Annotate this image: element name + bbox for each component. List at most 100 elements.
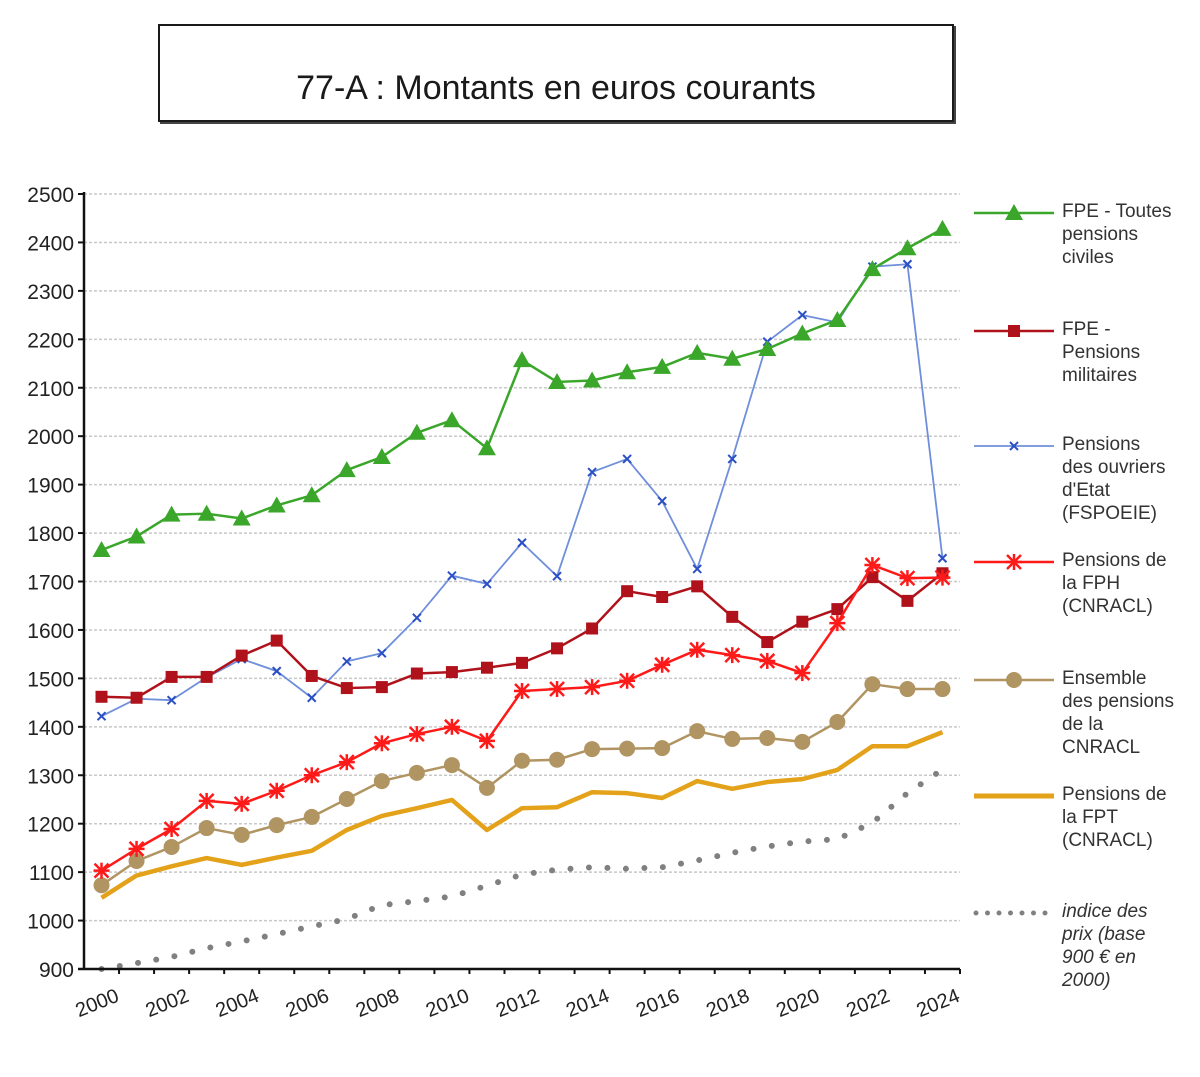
y-tick-label: 1700 [27,572,74,595]
data-point-square [796,615,809,628]
chart-title-box: 77-A : Montants en euros courants [158,24,954,122]
data-point-square [726,610,739,623]
x-tick-label: 2010 [423,985,473,1022]
data-point-star [934,569,951,586]
data-point-square [270,634,283,647]
data-point-x [587,467,597,477]
data-point-x [692,564,702,574]
data-point-star [829,615,846,632]
data-point-x [307,693,317,703]
data-point-x [902,259,913,269]
data-point-star [443,718,460,735]
data-point-triangle [898,239,917,256]
data-point-x [377,648,387,658]
data-point-circle [584,741,601,758]
data-point-star [198,792,215,809]
data-point-x [797,310,808,320]
data-point-x [166,695,177,705]
data-point-square [235,649,248,662]
legend-key-icon [973,910,1056,916]
data-point-square [130,691,143,704]
data-point-star [268,782,285,799]
legend-key-icon [974,793,1054,799]
data-point-triangle [583,371,602,388]
data-point-triangle [372,448,391,465]
data-point-triangle [653,357,672,374]
data-point-square [901,594,914,607]
data-point-triangle [92,541,111,558]
series-6 [98,766,946,972]
legend-label: indice des prix (base 900 € en 2000) [1062,901,1148,991]
data-point-triangle [933,219,952,236]
data-point-x [937,553,948,563]
x-tick-label: 2018 [703,985,753,1022]
data-point-triangle [1005,204,1023,220]
data-point-triangle [232,509,251,526]
chart-title: 77-A : Montants en euros courants [296,69,816,107]
legend-key-icon [974,325,1054,337]
x-tick-label: 2004 [213,985,263,1022]
data-point-square [410,667,423,680]
x-tick-label: 2014 [563,985,613,1022]
data-point-star [794,665,811,682]
data-point-circle [654,740,671,757]
data-point-circle [408,764,425,781]
data-point-square [1008,325,1020,337]
series-line [98,766,946,972]
data-point-square [761,636,774,649]
data-point-star [93,862,110,879]
data-point-circle [934,681,951,698]
data-point-triangle [863,260,882,277]
data-point-square [621,585,634,598]
series-3 [93,557,951,879]
legend-key-icon [974,554,1054,570]
data-point-triangle [302,486,321,503]
data-point-circle [829,713,846,730]
data-point-star [864,557,881,574]
y-tick-label: 1300 [27,765,74,788]
y-tick-label: 2000 [27,426,74,449]
gridlines [84,193,960,922]
series-line [100,682,943,887]
data-point-star [514,682,530,699]
legend-label: Pensions de la FPH (CNRACL) [1062,550,1167,617]
series-5 [100,730,944,900]
data-point-circle [1006,672,1022,688]
y-tick-label: 2400 [27,232,74,255]
data-point-square [551,642,564,655]
y-tick-label: 1600 [27,620,74,643]
data-point-square [586,622,599,635]
y-axis-ticks: 900 1000 1100 1200 1300 1400 1500 1600 1700 1800 1… [27,184,84,982]
data-point-star [899,570,916,587]
series-line [100,730,944,900]
y-tick-label: 1400 [27,717,74,740]
legend-label: Pensions des ouvriers d'Etat (FSPOEIE) [1062,434,1166,524]
data-point-square [445,666,458,679]
y-tick-label: 2500 [27,184,74,207]
data-point-star [1006,554,1022,570]
data-point-square [200,670,213,683]
data-point-circle [724,730,741,747]
data-point-x [552,571,562,581]
x-tick-label: 2022 [843,985,893,1022]
data-point-triangle [337,461,356,478]
data-point-x [622,454,632,464]
y-tick-label: 1100 [29,862,74,885]
data-point-triangle [127,527,146,544]
data-point-x [272,666,282,676]
y-tick-label: 1900 [27,475,74,498]
data-point-star [478,732,495,749]
y-tick-label: 1800 [27,523,74,546]
data-point-star [549,681,566,698]
x-tick-label: 2020 [773,985,823,1022]
data-point-x [412,613,422,623]
legend-label: FPE - Toutes pensions civiles [1062,201,1172,268]
data-point-triangle [407,423,426,440]
data-point-star [373,735,390,752]
data-point-circle [899,681,916,698]
data-point-triangle [793,324,812,341]
data-point-circle [478,779,495,796]
data-point-circle [443,757,460,774]
data-point-star [619,672,636,689]
